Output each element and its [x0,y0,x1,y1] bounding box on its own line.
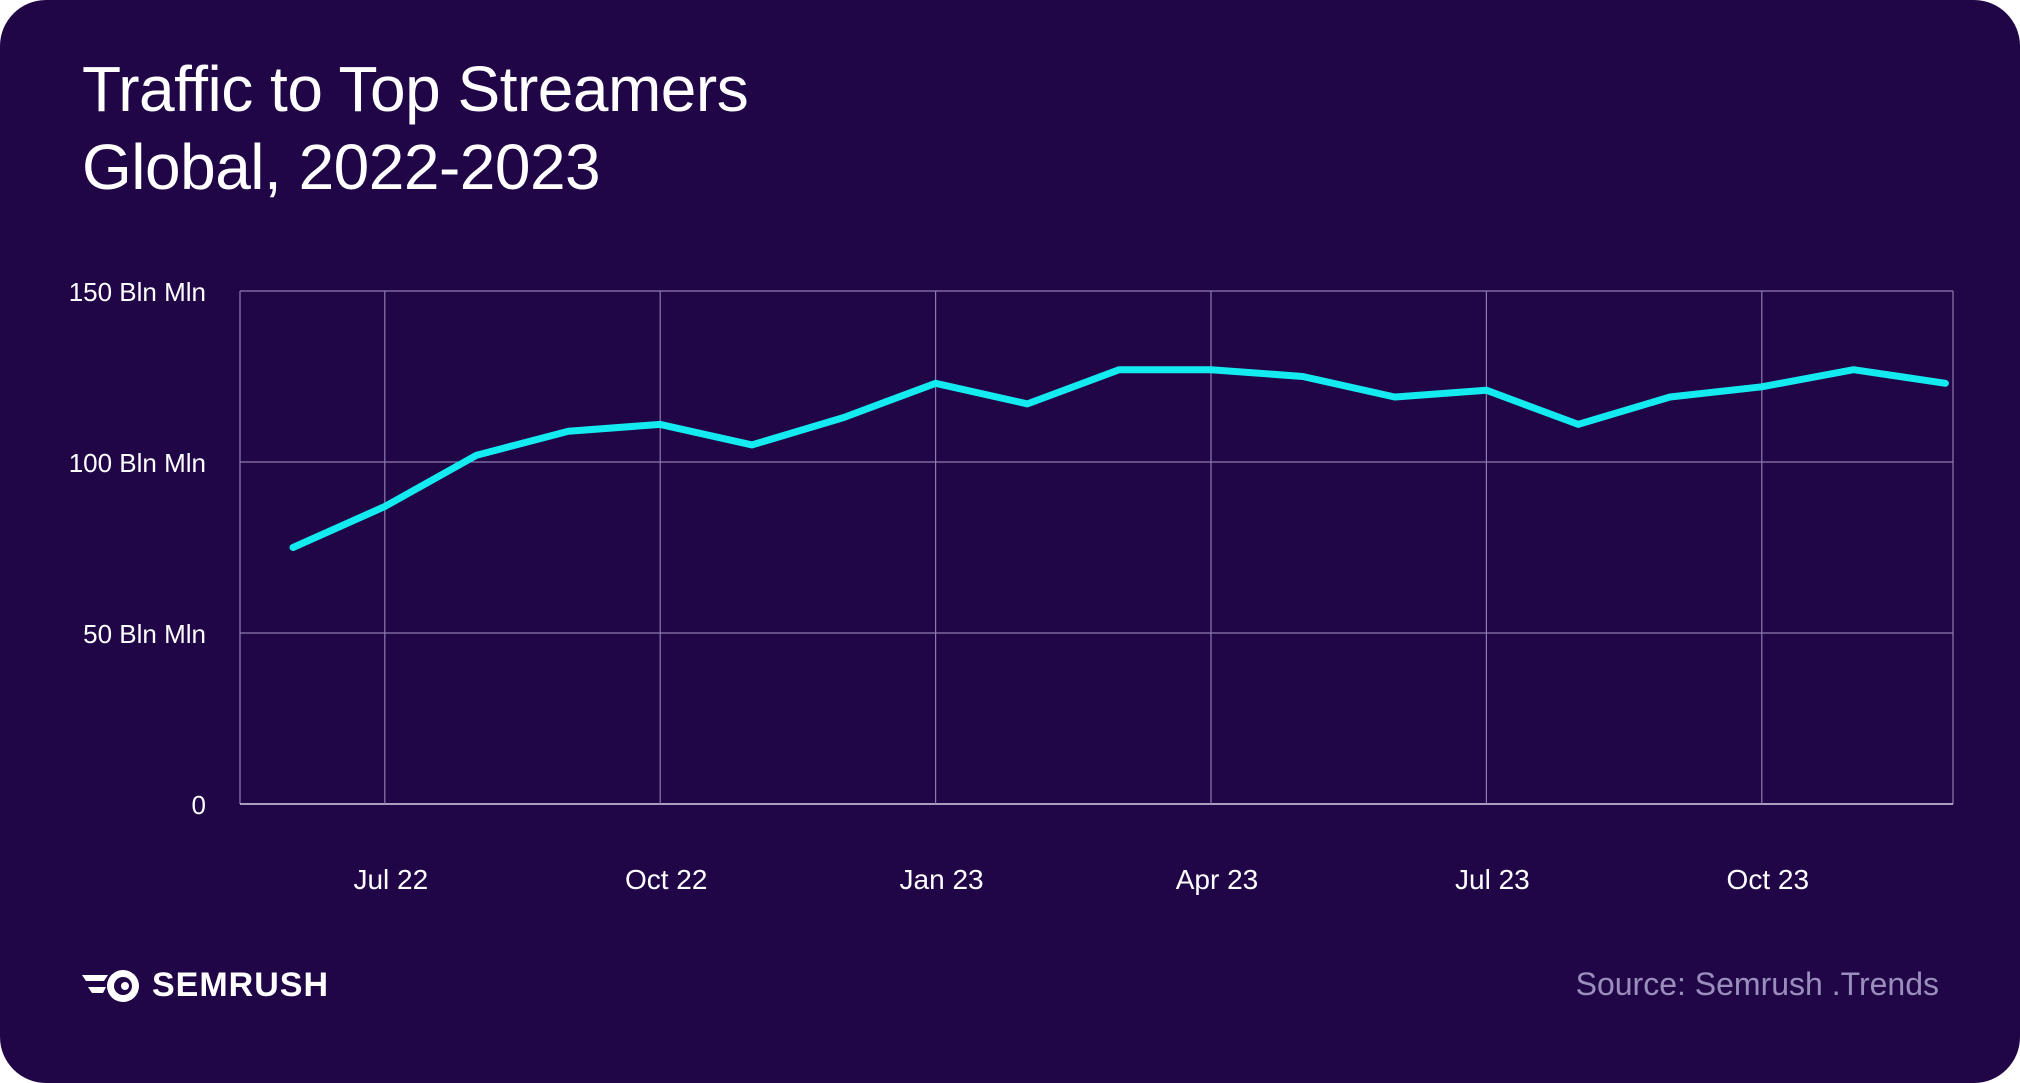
x-tick-label: Oct 22 [625,864,707,895]
series-line-traffic [289,366,1949,551]
source-note: Source: Semrush .Trends [1575,966,1939,1002]
y-tick-label: 150 Bln Mln [69,277,206,307]
y-tick-label: 50 Bln Mln [83,619,206,649]
chart-title: Traffic to Top Streamers Global, 2022-20… [82,50,749,206]
semrush-logo-icon [82,969,139,1002]
chart-title-line-2: Global, 2022-2023 [82,131,601,203]
brand-name: SEMRUSH [152,966,330,1004]
y-tick-label: 0 [192,790,206,820]
x-tick-label: Jul 22 [353,864,428,895]
x-tick-label: Apr 23 [1176,864,1259,895]
x-tick-label: Jul 23 [1455,864,1530,895]
chart-title-line-1: Traffic to Top Streamers [82,53,749,125]
x-tick-label: Jan 23 [900,864,984,895]
x-tick-label: Oct 23 [1727,864,1809,895]
y-tick-label: 100 Bln Mln [69,448,206,478]
semrush-brand: SEMRUSH [80,966,329,1005]
